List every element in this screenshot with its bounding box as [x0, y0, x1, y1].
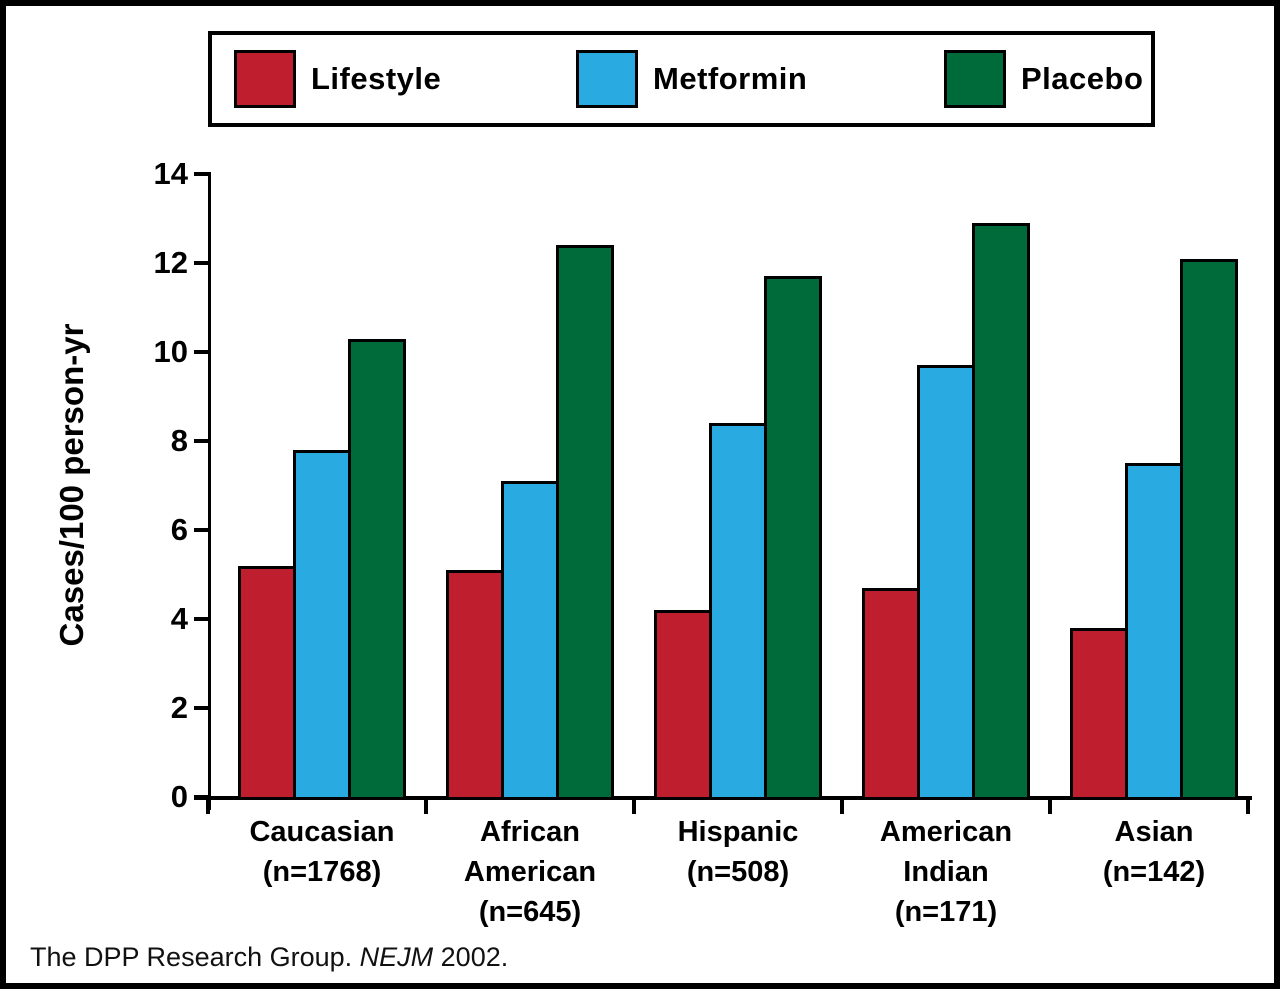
- bar-placebo-american: [972, 223, 1030, 800]
- bar-metformin-african: [501, 481, 559, 800]
- x-tick: [632, 800, 636, 814]
- y-axis-line: [208, 172, 211, 810]
- category-label-hispanic: Hispanic (n=508): [623, 812, 853, 892]
- y-tick: [194, 795, 208, 799]
- x-tick: [1246, 800, 1250, 814]
- y-tick: [194, 172, 208, 176]
- legend-label-metformin: Metformin: [653, 61, 808, 96]
- bar-lifestyle-american: [862, 588, 920, 800]
- y-tick-label: 2: [170, 690, 188, 725]
- legend-swatch-metformin: [576, 50, 638, 108]
- y-tick-label: 8: [170, 423, 188, 458]
- legend-label-lifestyle: Lifestyle: [311, 61, 442, 96]
- category-label-line: Caucasian: [249, 816, 395, 848]
- legend-item-lifestyle: Lifestyle: [234, 35, 441, 123]
- category-label-caucasian: Caucasian (n=1768): [207, 812, 437, 892]
- bar-lifestyle-asian: [1070, 628, 1128, 800]
- category-label-asian: Asian (n=142): [1039, 812, 1269, 892]
- bar-metformin-caucasian: [293, 450, 351, 800]
- y-axis-title: Cases/100 person-yr: [53, 323, 90, 647]
- category-label-line: (n=1768): [262, 856, 382, 888]
- bar-lifestyle-african: [446, 570, 504, 800]
- citation-journal-name: NEJM: [359, 942, 434, 972]
- legend-item-placebo: Placebo: [944, 35, 1143, 123]
- bar-lifestyle-hispanic: [654, 610, 712, 800]
- category-label-african: African American (n=645): [415, 812, 645, 932]
- legend-item-metformin: Metformin: [576, 35, 807, 123]
- y-tick-label: 4: [170, 601, 188, 636]
- category-label-line: (n=645): [478, 896, 582, 928]
- category-label-line: American: [879, 816, 1013, 848]
- category-label-line: African: [480, 816, 580, 848]
- y-tick: [194, 617, 208, 621]
- bar-placebo-african: [556, 245, 614, 800]
- category-label-line: (n=171): [894, 896, 998, 928]
- x-tick: [206, 800, 210, 814]
- category-label-line: Hispanic: [677, 816, 799, 848]
- category-label-line: (n=508): [686, 856, 790, 888]
- citation-year: 2002.: [433, 942, 509, 972]
- bar-metformin-hispanic: [709, 423, 767, 800]
- bar-placebo-asian: [1180, 259, 1238, 800]
- bar-metformin-american: [917, 365, 975, 800]
- legend: Lifestyle Metformin Placebo: [208, 31, 1155, 127]
- source-citation: The DPP Research Group. NEJM 2002.: [30, 942, 508, 973]
- y-tick: [194, 261, 208, 265]
- bar-metformin-asian: [1125, 463, 1183, 800]
- x-tick: [840, 800, 844, 814]
- x-tick: [424, 800, 428, 814]
- y-tick: [194, 528, 208, 532]
- y-tick-label: 10: [153, 334, 188, 369]
- legend-label-placebo: Placebo: [1021, 61, 1144, 96]
- y-tick-label: 14: [153, 156, 188, 191]
- y-tick-label: 0: [170, 779, 188, 814]
- citation-text: The DPP Research Group.: [30, 942, 360, 972]
- legend-swatch-placebo: [944, 50, 1006, 108]
- category-label-american: American Indian (n=171): [831, 812, 1061, 932]
- category-label-line: American: [463, 856, 597, 888]
- y-tick: [194, 706, 208, 710]
- category-label-line: (n=142): [1102, 856, 1206, 888]
- bar-placebo-hispanic: [764, 276, 822, 800]
- legend-swatch-lifestyle: [234, 50, 296, 108]
- y-tick-label: 12: [153, 245, 188, 280]
- y-tick-label: 6: [170, 512, 188, 547]
- category-label-line: Asian: [1114, 816, 1194, 848]
- y-tick: [194, 350, 208, 354]
- bar-placebo-caucasian: [348, 339, 406, 800]
- y-tick: [194, 439, 208, 443]
- category-label-line: Indian: [903, 856, 989, 888]
- x-tick: [1048, 800, 1052, 814]
- bar-lifestyle-caucasian: [238, 566, 296, 800]
